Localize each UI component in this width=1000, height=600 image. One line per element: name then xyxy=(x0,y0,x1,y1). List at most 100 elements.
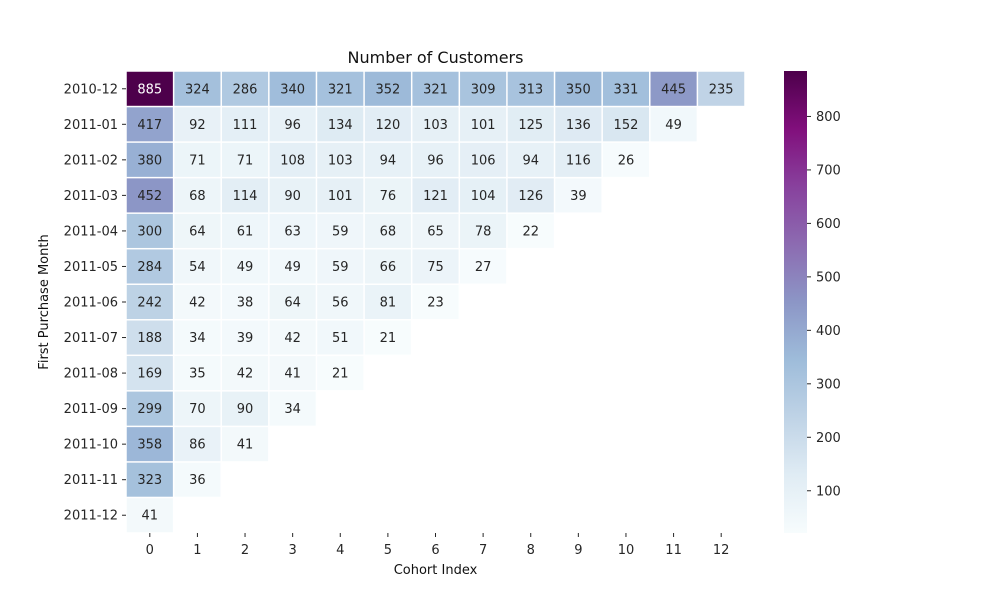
heatmap-cell xyxy=(317,107,364,142)
cell-label: 121 xyxy=(423,189,448,204)
heatmap-cell xyxy=(269,71,316,106)
heatmap-cell xyxy=(269,107,316,142)
cell-label: 81 xyxy=(380,296,397,311)
heatmap-cell xyxy=(174,462,221,497)
heatmap-cell xyxy=(317,356,364,391)
y-axis-ticks: 2010-12 2011-01 2011-02 2011-03 2011-04 2011-… xyxy=(64,82,126,524)
heatmap-cell xyxy=(174,427,221,462)
cell-label: 68 xyxy=(380,224,397,239)
heatmap-cell xyxy=(269,178,316,213)
cell-label: 41 xyxy=(142,509,159,524)
heatmap-cell xyxy=(174,213,221,248)
heatmap-cell xyxy=(126,391,173,426)
cell-label: 21 xyxy=(332,367,349,382)
x-tick-label: 1 xyxy=(193,543,201,558)
heatmap-cell xyxy=(317,178,364,213)
cell-label: 38 xyxy=(237,296,254,311)
heatmap-cell xyxy=(269,356,316,391)
cell-label: 21 xyxy=(380,331,397,346)
cell-label: 49 xyxy=(237,260,254,275)
cell-label: 321 xyxy=(328,82,353,97)
heatmap-cell xyxy=(174,391,221,426)
cell-label: 68 xyxy=(189,189,206,204)
cell-label: 39 xyxy=(237,331,254,346)
heatmap-cell xyxy=(174,356,221,391)
cell-label: 75 xyxy=(427,260,444,275)
heatmap-cell xyxy=(555,107,602,142)
cell-label: 103 xyxy=(328,153,353,168)
colorbar-tick-label: 100 xyxy=(816,484,841,499)
cell-label: 885 xyxy=(137,82,162,97)
cell-label: 51 xyxy=(332,331,349,346)
cell-label: 324 xyxy=(185,82,210,97)
heatmap-cell xyxy=(126,320,173,355)
cell-label: 235 xyxy=(709,82,734,97)
cell-label: 126 xyxy=(518,189,543,204)
colorbar-gradient xyxy=(784,71,807,533)
heatmap-cell xyxy=(412,107,459,142)
cell-label: 71 xyxy=(237,153,254,168)
cell-label: 90 xyxy=(237,402,254,417)
cell-label: 452 xyxy=(137,189,162,204)
cell-label: 49 xyxy=(665,118,682,133)
heatmap-cell xyxy=(460,213,507,248)
cell-label: 136 xyxy=(566,118,591,133)
x-tick-label: 4 xyxy=(336,543,344,558)
cell-label: 92 xyxy=(189,118,206,133)
x-tick-label: 12 xyxy=(713,543,730,558)
cell-label: 27 xyxy=(475,260,492,275)
x-tick-label: 6 xyxy=(431,543,439,558)
cell-label: 41 xyxy=(237,438,254,453)
cell-label: 65 xyxy=(427,224,444,239)
cell-label: 350 xyxy=(566,82,591,97)
heatmap-cell xyxy=(221,356,269,391)
heatmap-cell xyxy=(126,178,173,213)
x-axis-ticks: 0 1 2 3 4 5 6 7 8 9 10 11 12 xyxy=(146,533,730,558)
colorbar: 100 200 300 400 500 600 700 800 xyxy=(784,71,841,533)
cell-label: 70 xyxy=(189,402,206,417)
heatmap-cell xyxy=(460,249,507,284)
heatmap-cell xyxy=(507,71,554,106)
heatmap-cell xyxy=(221,320,269,355)
cell-label: 34 xyxy=(189,331,206,346)
heatmap-cell xyxy=(460,142,507,177)
cell-label: 445 xyxy=(661,82,686,97)
cell-label: 134 xyxy=(328,118,353,133)
cell-label: 313 xyxy=(518,82,543,97)
colorbar-tick-label: 200 xyxy=(816,431,841,446)
heatmap-cell xyxy=(650,107,697,142)
heatmap-cell xyxy=(126,462,173,497)
heatmap-cell xyxy=(602,107,650,142)
heatmap-cell xyxy=(555,142,602,177)
heatmap-cell xyxy=(412,213,459,248)
heatmap-cell xyxy=(364,284,411,320)
heatmap-cell xyxy=(221,284,269,320)
x-tick-label: 5 xyxy=(384,543,392,558)
heatmap-cells: 885 324 286 340 321 352 321 309 313 350 331 445 2354… xyxy=(126,71,745,533)
cell-label: 63 xyxy=(284,224,301,239)
heatmap-cell xyxy=(221,391,269,426)
cell-label: 54 xyxy=(189,260,206,275)
y-tick-label: 2011-01 xyxy=(64,118,118,133)
y-tick-label: 2011-12 xyxy=(64,509,118,524)
cell-label: 101 xyxy=(328,189,353,204)
heatmap-cell xyxy=(221,71,269,106)
y-tick-label: 2010-12 xyxy=(64,82,118,97)
cell-label: 34 xyxy=(284,402,301,417)
heatmap-cell xyxy=(602,71,650,106)
cell-label: 36 xyxy=(189,473,206,488)
heatmap-cell xyxy=(269,249,316,284)
y-tick-label: 2011-02 xyxy=(64,153,118,168)
cell-label: 111 xyxy=(233,118,258,133)
cell-label: 94 xyxy=(522,153,539,168)
cell-label: 299 xyxy=(137,402,162,417)
cell-label: 59 xyxy=(332,224,349,239)
heatmap-cell xyxy=(650,71,697,106)
heatmap-cell xyxy=(126,71,173,106)
heatmap-cell xyxy=(364,71,411,106)
cell-label: 152 xyxy=(614,118,639,133)
y-tick-label: 2011-11 xyxy=(64,473,118,488)
cell-label: 309 xyxy=(471,82,496,97)
cell-label: 323 xyxy=(137,473,162,488)
x-tick-label: 9 xyxy=(574,543,582,558)
